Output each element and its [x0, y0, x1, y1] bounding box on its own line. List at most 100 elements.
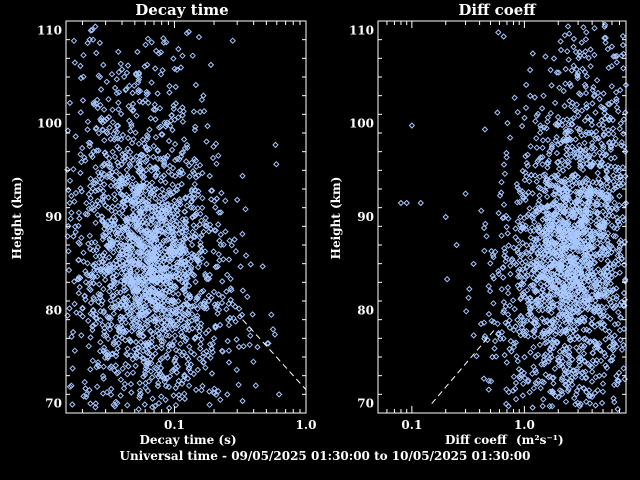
data-point — [97, 338, 104, 346]
data-point — [196, 233, 204, 241]
data-point — [115, 246, 122, 254]
data-point — [206, 388, 213, 395]
data-point — [607, 265, 614, 273]
data-point — [579, 217, 586, 225]
data-point — [512, 225, 519, 232]
data-point — [199, 300, 207, 308]
data-point — [123, 191, 130, 199]
data-point — [223, 305, 230, 313]
data-point — [205, 292, 213, 299]
data-point — [489, 272, 496, 280]
diff-coeff-xlabel-units: (m²s⁻¹) — [516, 433, 564, 447]
data-point — [470, 260, 477, 268]
data-point — [551, 99, 559, 107]
data-point — [133, 215, 140, 223]
data-point — [100, 328, 108, 336]
data-point — [587, 209, 594, 217]
data-point — [565, 56, 572, 63]
data-point — [107, 297, 114, 304]
data-point — [609, 125, 617, 132]
data-point — [167, 117, 175, 124]
data-point — [193, 324, 201, 331]
data-point — [92, 163, 99, 171]
data-point — [168, 310, 176, 318]
data-point — [620, 341, 627, 349]
data-point — [588, 393, 596, 401]
data-point — [553, 196, 560, 204]
data-point — [540, 283, 548, 290]
data-point — [172, 309, 179, 316]
data-point — [87, 310, 94, 317]
data-point — [209, 348, 216, 356]
data-point — [486, 287, 494, 295]
data-point — [117, 110, 125, 118]
data-point — [99, 321, 106, 329]
data-point — [582, 335, 589, 342]
data-point — [205, 352, 212, 359]
data-point — [610, 224, 618, 232]
data-point — [520, 214, 528, 222]
data-point — [144, 387, 152, 395]
data-point — [562, 327, 569, 334]
data-point — [604, 183, 611, 191]
data-point — [152, 220, 160, 228]
data-point — [506, 345, 513, 353]
data-point — [175, 45, 182, 53]
data-point — [555, 362, 563, 369]
data-point — [577, 146, 584, 153]
data-point — [513, 199, 521, 206]
data-point — [537, 384, 544, 392]
data-point — [595, 303, 602, 310]
data-point — [605, 130, 612, 138]
data-point — [90, 262, 98, 269]
data-point — [183, 335, 190, 342]
data-point — [539, 144, 546, 152]
data-point — [153, 185, 160, 193]
data-point — [477, 207, 485, 214]
data-point — [114, 122, 122, 129]
data-point — [214, 300, 222, 308]
data-point — [546, 230, 554, 238]
data-point — [172, 346, 180, 354]
data-point — [124, 134, 132, 142]
data-point — [546, 320, 553, 328]
data-point — [239, 230, 246, 238]
data-point — [618, 346, 626, 354]
data-point — [152, 195, 159, 202]
data-point — [545, 150, 553, 158]
data-point — [549, 374, 556, 382]
data-point — [551, 365, 559, 372]
data-point — [616, 269, 624, 276]
data-point — [619, 32, 627, 40]
data-point — [124, 216, 132, 223]
data-point — [98, 175, 105, 182]
data-point — [109, 106, 116, 114]
data-point — [84, 118, 92, 125]
data-point — [576, 319, 584, 326]
data-point — [559, 358, 567, 365]
data-point — [196, 249, 204, 256]
data-point — [65, 247, 72, 255]
data-point — [579, 284, 586, 292]
data-point — [603, 303, 610, 311]
data-point — [608, 288, 615, 296]
data-point — [105, 155, 113, 162]
data-point — [118, 334, 126, 342]
data-point — [594, 341, 602, 348]
data-point — [584, 251, 591, 258]
data-point — [546, 402, 553, 410]
data-point — [71, 223, 79, 230]
data-point — [574, 333, 581, 341]
data-point — [106, 261, 114, 268]
data-point — [539, 137, 547, 144]
data-point — [552, 172, 560, 180]
data-point — [242, 252, 250, 259]
time-range-footer: Universal time - 09/05/2025 01:30:00 to … — [119, 449, 530, 463]
data-point — [501, 248, 509, 256]
data-point — [134, 241, 141, 248]
data-point — [200, 228, 207, 236]
data-point — [235, 305, 243, 312]
data-point — [95, 203, 102, 210]
data-point — [158, 185, 166, 193]
data-point — [592, 402, 599, 409]
